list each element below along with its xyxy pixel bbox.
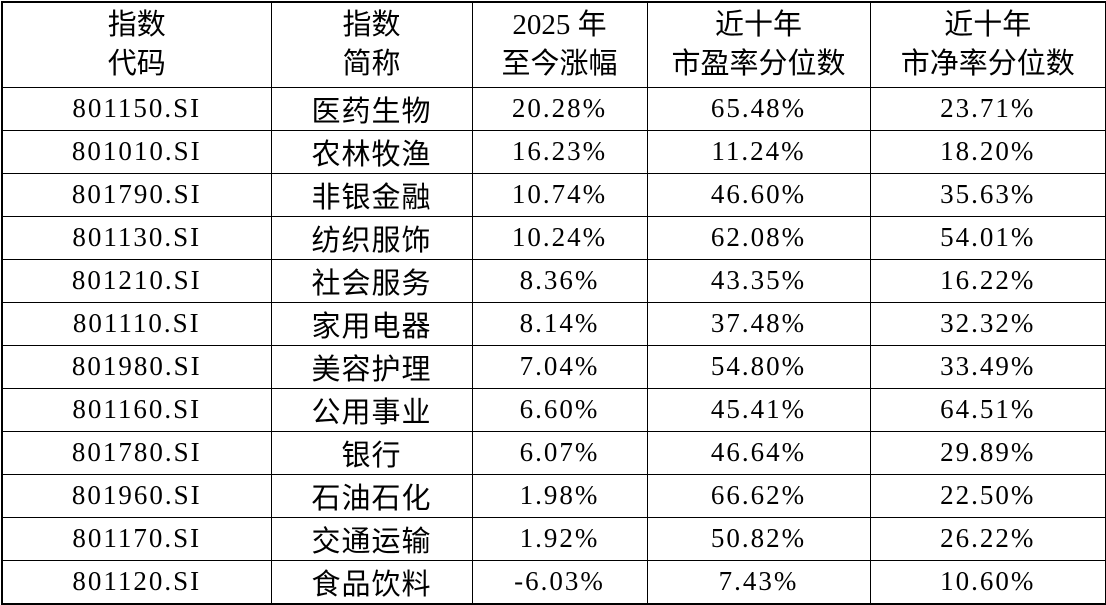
pe-percentile-cell: 7.43% [646, 559, 871, 604]
index-code-cell: 801010.SI [1, 129, 272, 174]
pe-percentile-cell: 65.48% [646, 86, 871, 131]
index-name-cell: 交通运输 [270, 516, 473, 561]
col-header-line: 至今涨幅 [501, 47, 618, 80]
index-name-cell: 美容护理 [270, 344, 473, 389]
ytd-change-cell: -6.03% [471, 559, 648, 604]
ytd-change-cell: 6.07% [471, 430, 648, 475]
col-header-line: 市盈率分位数 [671, 47, 846, 80]
ytd-change-cell: 8.36% [471, 258, 648, 303]
pe-percentile-cell: 46.60% [646, 172, 871, 217]
pb-percentile-cell: 22.50% [869, 473, 1106, 518]
pb-percentile-cell: 64.51% [869, 387, 1106, 432]
col-header-line: 指数 [342, 9, 401, 42]
table-header-row: 指数 代码 指数 简称 2025 年 至今涨幅 近十年 市盈率分位数 近十年 [1, 1, 1106, 88]
index-code-cell: 801160.SI [1, 387, 272, 432]
pb-percentile-cell: 10.60% [869, 559, 1106, 604]
index-name-cell: 医药生物 [270, 86, 473, 131]
pb-percentile-cell: 35.63% [869, 172, 1106, 217]
index-name-cell: 银行 [270, 430, 473, 475]
index-code-cell: 801120.SI [1, 559, 272, 604]
index-code-cell: 801110.SI [1, 301, 272, 346]
index-code-cell: 801790.SI [1, 172, 272, 217]
ytd-change-cell: 6.60% [471, 387, 648, 432]
index-name-cell: 石油石化 [270, 473, 473, 518]
index-code-cell: 801130.SI [1, 215, 272, 260]
col-header-line: 近十年 [714, 9, 802, 42]
table-row: 801170.SI 交通运输 1.92% 50.82% 26.22% [1, 516, 1106, 561]
pb-percentile-cell: 54.01% [869, 215, 1106, 260]
col-header-pb-percentile: 近十年 市净率分位数 [869, 1, 1106, 88]
col-header-index-name: 指数 简称 [270, 1, 473, 88]
col-header-line: 2025 年 [512, 9, 607, 42]
index-name-cell: 社会服务 [270, 258, 473, 303]
ytd-change-cell: 1.92% [471, 516, 648, 561]
col-header-line: 市净率分位数 [900, 47, 1075, 80]
table-row: 801010.SI 农林牧渔 16.23% 11.24% 18.20% [1, 129, 1106, 174]
pb-percentile-cell: 29.89% [869, 430, 1106, 475]
col-header-pe-percentile: 近十年 市盈率分位数 [646, 1, 871, 88]
col-header-line: 指数 [107, 9, 166, 42]
ytd-change-cell: 10.24% [471, 215, 648, 260]
index-code-cell: 801960.SI [1, 473, 272, 518]
table-row: 801210.SI 社会服务 8.36% 43.35% 16.22% [1, 258, 1106, 303]
pe-percentile-cell: 46.64% [646, 430, 871, 475]
pb-percentile-cell: 18.20% [869, 129, 1106, 174]
pe-percentile-cell: 45.41% [646, 387, 871, 432]
index-code-cell: 801150.SI [1, 86, 272, 131]
pe-percentile-cell: 11.24% [646, 129, 871, 174]
table-row: 801110.SI 家用电器 8.14% 37.48% 32.32% [1, 301, 1106, 346]
index-code-cell: 801170.SI [1, 516, 272, 561]
pe-percentile-cell: 43.35% [646, 258, 871, 303]
index-name-cell: 非银金融 [270, 172, 473, 217]
index-name-cell: 食品饮料 [270, 559, 473, 604]
index-code-cell: 801210.SI [1, 258, 272, 303]
col-header-line: 代码 [107, 47, 166, 80]
ytd-change-cell: 7.04% [471, 344, 648, 389]
table-row: 801780.SI 银行 6.07% 46.64% 29.89% [1, 430, 1106, 475]
col-header-index-code: 指数 代码 [1, 1, 272, 88]
ytd-change-cell: 10.74% [471, 172, 648, 217]
pe-percentile-cell: 37.48% [646, 301, 871, 346]
table-row: 801130.SI 纺织服饰 10.24% 62.08% 54.01% [1, 215, 1106, 260]
pe-percentile-cell: 62.08% [646, 215, 871, 260]
table-row: 801160.SI 公用事业 6.60% 45.41% 64.51% [1, 387, 1106, 432]
pb-percentile-cell: 16.22% [869, 258, 1106, 303]
pe-percentile-cell: 50.82% [646, 516, 871, 561]
pb-percentile-cell: 23.71% [869, 86, 1106, 131]
index-code-cell: 801980.SI [1, 344, 272, 389]
pb-percentile-cell: 33.49% [869, 344, 1106, 389]
col-header-line: 简称 [342, 47, 401, 80]
table-row: 801960.SI 石油石化 1.98% 66.62% 22.50% [1, 473, 1106, 518]
index-name-cell: 公用事业 [270, 387, 473, 432]
ytd-change-cell: 16.23% [471, 129, 648, 174]
index-name-cell: 纺织服饰 [270, 215, 473, 260]
table-row: 801790.SI 非银金融 10.74% 46.60% 35.63% [1, 172, 1106, 217]
ytd-change-cell: 8.14% [471, 301, 648, 346]
col-header-line: 近十年 [944, 9, 1032, 42]
index-name-cell: 农林牧渔 [270, 129, 473, 174]
index-name-cell: 家用电器 [270, 301, 473, 346]
index-code-cell: 801780.SI [1, 430, 272, 475]
col-header-ytd-change: 2025 年 至今涨幅 [471, 1, 648, 88]
pe-percentile-cell: 66.62% [646, 473, 871, 518]
table-row: 801120.SI 食品饮料 -6.03% 7.43% 10.60% [1, 559, 1106, 604]
table-row: 801980.SI 美容护理 7.04% 54.80% 33.49% [1, 344, 1106, 389]
pb-percentile-cell: 26.22% [869, 516, 1106, 561]
table-row: 801150.SI 医药生物 20.28% 65.48% 23.71% [1, 86, 1106, 131]
ytd-change-cell: 20.28% [471, 86, 648, 131]
pb-percentile-cell: 32.32% [869, 301, 1106, 346]
ytd-change-cell: 1.98% [471, 473, 648, 518]
pe-percentile-cell: 54.80% [646, 344, 871, 389]
